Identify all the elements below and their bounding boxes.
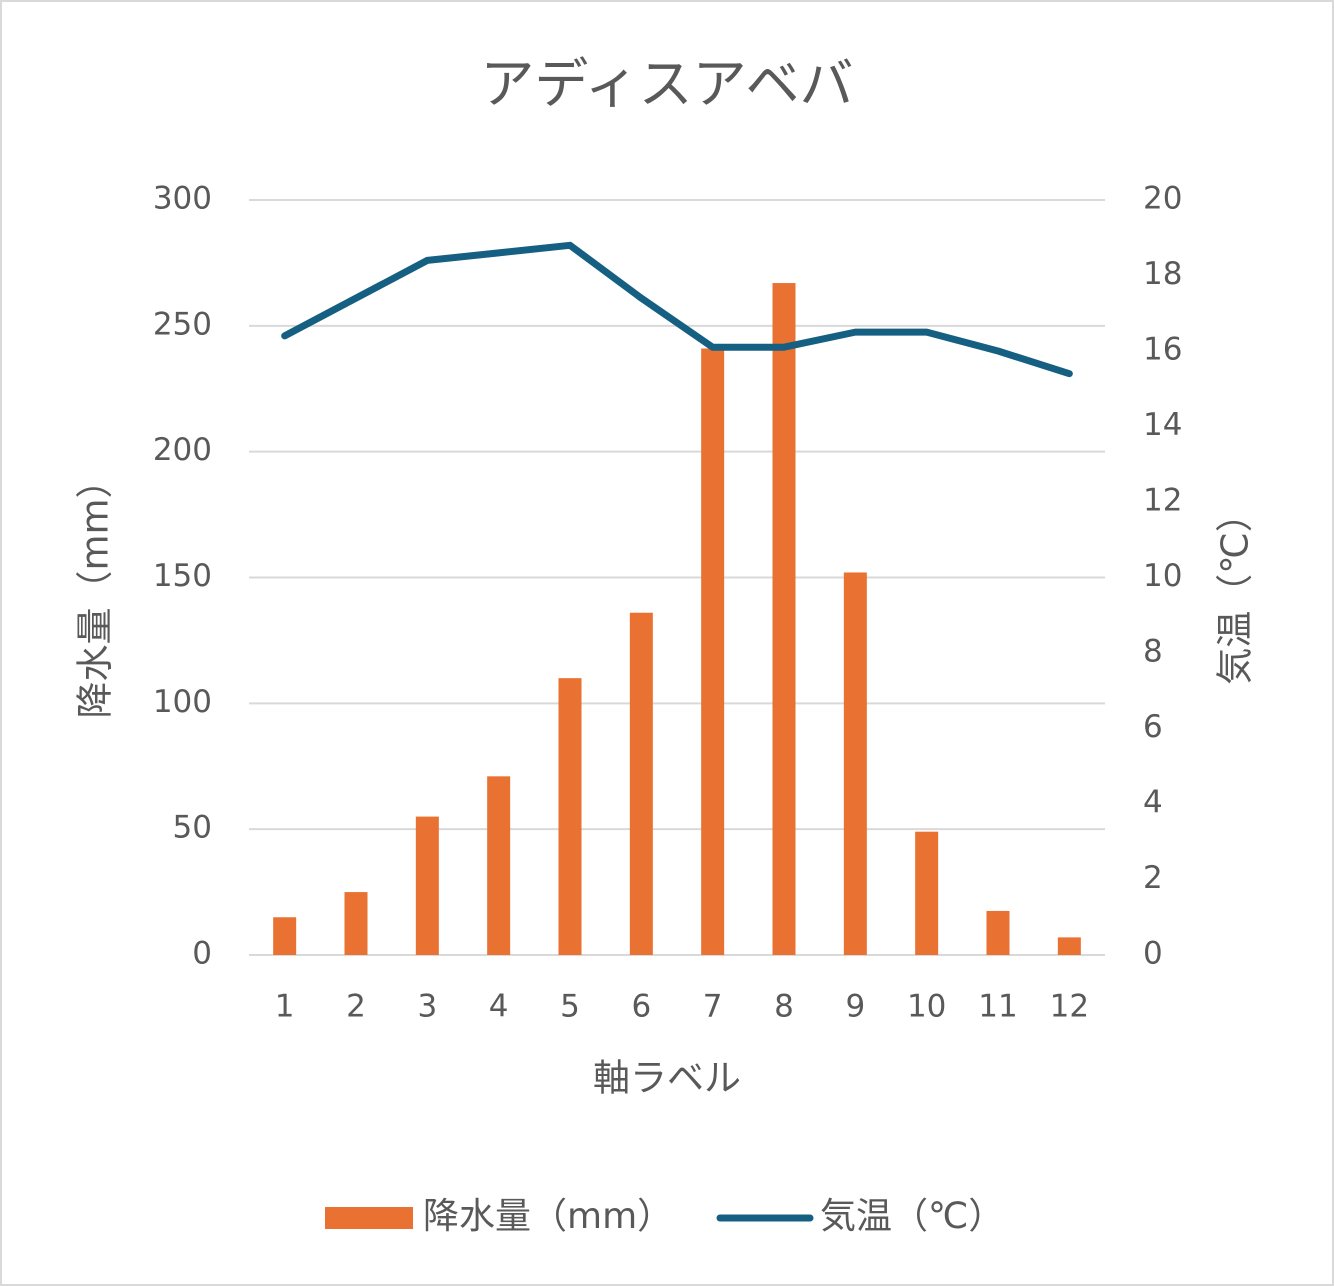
y2-tick-label: 2 xyxy=(1143,860,1163,896)
x-tick-label: 11 xyxy=(978,989,1017,1025)
x-tick-label: 4 xyxy=(489,989,509,1025)
bar xyxy=(986,910,1010,955)
y-tick-label: 100 xyxy=(153,684,212,720)
chart-title: アディスアベバ xyxy=(480,53,853,116)
y2-tick-label: 8 xyxy=(1143,634,1163,670)
x-tick-label: 9 xyxy=(845,989,865,1025)
y2-axis-title: 気温（℃） xyxy=(1214,495,1257,685)
x-tick-label: 8 xyxy=(774,989,794,1025)
y2-tick-label: 18 xyxy=(1143,256,1182,292)
y2-tick-label: 20 xyxy=(1143,181,1182,217)
bar xyxy=(915,831,939,955)
y2-tick-label: 4 xyxy=(1143,785,1163,821)
x-tick-label: 10 xyxy=(907,989,946,1025)
x-tick-label: 3 xyxy=(417,989,437,1025)
x-tick-label: 7 xyxy=(703,989,723,1025)
y-tick-label: 0 xyxy=(192,936,212,972)
bar xyxy=(629,612,653,955)
y2-tick-label: 0 xyxy=(1143,936,1163,972)
y2-tick-label: 14 xyxy=(1143,407,1182,443)
line xyxy=(281,241,1073,378)
y-tick-label: 200 xyxy=(153,432,212,468)
legend-label: 降水量（mm） xyxy=(423,1196,673,1237)
x-tick-label: 6 xyxy=(631,989,651,1025)
bar xyxy=(701,348,725,955)
y2-tick-label: 6 xyxy=(1143,709,1163,745)
y-tick-label: 300 xyxy=(153,181,212,217)
bar xyxy=(772,283,796,955)
x-tick-label: 12 xyxy=(1050,989,1089,1025)
y2-tick-label: 10 xyxy=(1143,558,1182,594)
bar xyxy=(558,678,582,955)
bar xyxy=(487,776,511,955)
x-axis-title: 軸ラベル xyxy=(593,1057,741,1100)
bar xyxy=(843,572,867,955)
y2-tick-label: 12 xyxy=(1143,483,1182,519)
bar xyxy=(273,917,297,955)
x-tick-label: 1 xyxy=(275,989,295,1025)
y-tick-label: 250 xyxy=(153,306,212,342)
bar xyxy=(415,816,439,955)
x-tick-label: 5 xyxy=(560,989,580,1025)
y-tick-label: 50 xyxy=(173,810,212,846)
y-axis-title: 降水量（mm） xyxy=(74,461,117,718)
legend-label: 気温（℃） xyxy=(820,1196,1004,1237)
x-tick-label: 2 xyxy=(346,989,366,1025)
legend-swatch xyxy=(325,1207,413,1229)
y-tick-label: 150 xyxy=(153,558,212,594)
bar xyxy=(344,892,368,955)
y2-tick-label: 16 xyxy=(1143,332,1182,368)
bar xyxy=(1057,937,1081,955)
